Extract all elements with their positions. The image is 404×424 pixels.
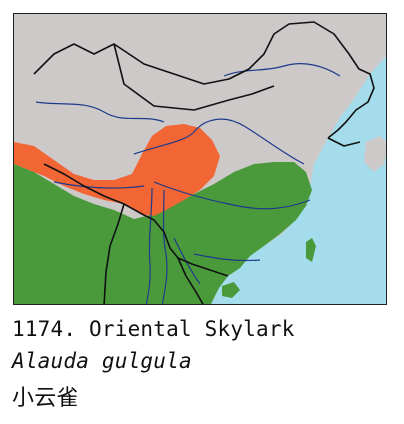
river-salween: [145, 187, 153, 304]
range-breeding: [14, 124, 220, 216]
range-taiwan: [306, 238, 316, 262]
border-korea: [327, 137, 361, 147]
river-amur: [223, 63, 341, 77]
river-yellow: [133, 118, 305, 165]
river-yangtze: [153, 181, 311, 210]
river-mekong: [161, 189, 168, 304]
national-borders: [33, 21, 375, 304]
border-mongolia-south: [113, 43, 275, 111]
border-laos-vietnam: [177, 257, 204, 304]
scientific-name: Alauda gulgula: [12, 349, 192, 373]
chinese-name: 小云雀: [12, 386, 79, 411]
land-korea: [364, 136, 386, 172]
river-brahmaputra: [53, 181, 145, 189]
range-map: [13, 13, 387, 305]
range-hainan: [222, 282, 240, 298]
range-map-svg: [14, 14, 386, 304]
border-china-south: [43, 163, 229, 277]
river-north: [35, 101, 165, 123]
range-resident: [14, 162, 312, 304]
species-number-and-name: 1174. Oriental Skylark: [12, 317, 295, 341]
rivers: [35, 63, 341, 304]
border-china-north: [33, 21, 375, 139]
river-pearl: [193, 253, 261, 262]
border-india-myanmar: [103, 203, 125, 304]
